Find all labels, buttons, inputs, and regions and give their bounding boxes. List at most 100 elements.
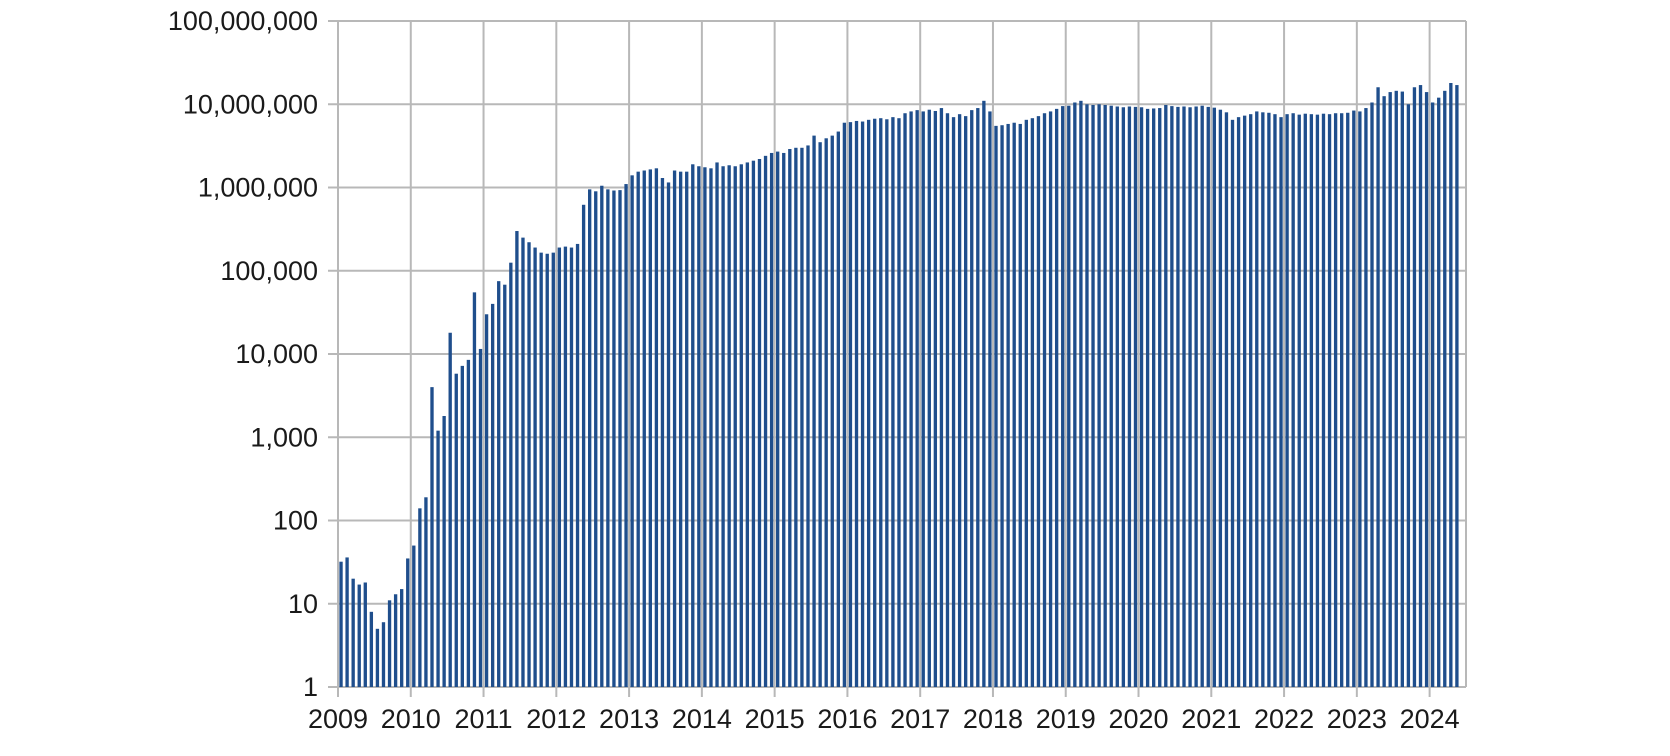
- bar: [745, 162, 750, 687]
- bar: [351, 578, 355, 687]
- bar: [1188, 107, 1192, 688]
- x-tick-label: 2014: [672, 704, 732, 734]
- bar: [527, 242, 531, 687]
- y-tick-label: 1,000,000: [198, 173, 318, 203]
- bar: [685, 171, 689, 687]
- bar: [1079, 100, 1083, 687]
- bar: [551, 252, 555, 687]
- bar: [393, 594, 398, 687]
- bar: [612, 190, 616, 688]
- bar: [903, 113, 907, 687]
- bar: [970, 110, 974, 688]
- bar: [1327, 114, 1332, 688]
- bar: [769, 152, 774, 687]
- bar: [588, 189, 592, 688]
- bar: [1073, 102, 1077, 688]
- bar: [1388, 92, 1392, 687]
- bar: [1212, 107, 1216, 688]
- bar: [1242, 115, 1247, 688]
- bar: [539, 252, 543, 687]
- x-tick-label: 2024: [1400, 704, 1460, 734]
- bar: [1309, 114, 1314, 688]
- bar: [412, 545, 416, 687]
- bar: [448, 332, 452, 687]
- bar: [672, 170, 677, 687]
- bar: [618, 190, 622, 688]
- bar: [563, 246, 568, 687]
- bar: [976, 108, 980, 687]
- x-tick-label: 2015: [745, 704, 805, 734]
- bar: [697, 166, 701, 688]
- bar: [873, 118, 877, 688]
- bar: [1061, 106, 1065, 688]
- bar: [951, 117, 956, 688]
- bar: [1164, 104, 1168, 688]
- x-tick-label: 2020: [1108, 704, 1168, 734]
- bar: [1103, 104, 1107, 688]
- bar: [1152, 108, 1156, 688]
- bar: [739, 164, 743, 687]
- bar: [988, 111, 992, 688]
- bar: [776, 151, 780, 687]
- bar: [624, 184, 628, 687]
- bars: [339, 82, 1459, 688]
- bar: [1091, 104, 1095, 688]
- bar: [1206, 106, 1210, 688]
- bar: [824, 138, 828, 687]
- bar: [982, 100, 986, 687]
- bar: [1030, 118, 1035, 688]
- bar: [1127, 106, 1132, 687]
- bar: [1048, 111, 1053, 688]
- bar: [836, 131, 840, 687]
- bar: [497, 281, 501, 687]
- x-tick-label: 2019: [1036, 704, 1096, 734]
- bar: [830, 135, 834, 687]
- bar: [1170, 106, 1174, 688]
- bar: [891, 117, 895, 688]
- x-tick-label: 2016: [817, 704, 877, 734]
- bar: [1145, 108, 1150, 687]
- bar: [1315, 114, 1320, 688]
- bar: [1261, 112, 1265, 688]
- bar: [879, 118, 883, 688]
- bar: [909, 111, 913, 688]
- bar: [1279, 117, 1283, 688]
- bar: [430, 387, 434, 687]
- bar: [1291, 113, 1295, 687]
- bar: [1012, 122, 1016, 687]
- y-tick-label: 10,000,000: [183, 89, 318, 119]
- bar: [763, 155, 768, 687]
- bar: [1321, 113, 1326, 687]
- bar: [600, 185, 604, 687]
- bar: [1236, 117, 1241, 688]
- bar: [454, 373, 458, 687]
- bar: [1418, 85, 1423, 687]
- x-tick-label: 2009: [308, 704, 368, 734]
- bar: [442, 415, 446, 687]
- bar: [1285, 114, 1289, 688]
- bar: [1158, 108, 1162, 687]
- bar: [866, 119, 871, 688]
- bar: [691, 164, 695, 687]
- bar: [1406, 104, 1411, 687]
- bar: [1133, 106, 1138, 688]
- bar: [1085, 104, 1089, 687]
- bar: [806, 145, 810, 687]
- x-tick-label: 2010: [381, 704, 441, 734]
- bar: [782, 152, 786, 687]
- bar: [848, 122, 853, 688]
- bar: [545, 253, 549, 687]
- bar: [424, 497, 428, 687]
- bar: [1267, 112, 1271, 688]
- bar: [721, 166, 725, 688]
- bar: [1249, 114, 1253, 688]
- bar: [1067, 105, 1071, 687]
- bar: [1437, 97, 1441, 688]
- bar: [1297, 114, 1301, 688]
- bar: [818, 142, 822, 688]
- bar: [381, 622, 386, 687]
- bar: [606, 189, 610, 688]
- bar: [369, 611, 374, 687]
- y-tick-label: 10: [288, 589, 318, 619]
